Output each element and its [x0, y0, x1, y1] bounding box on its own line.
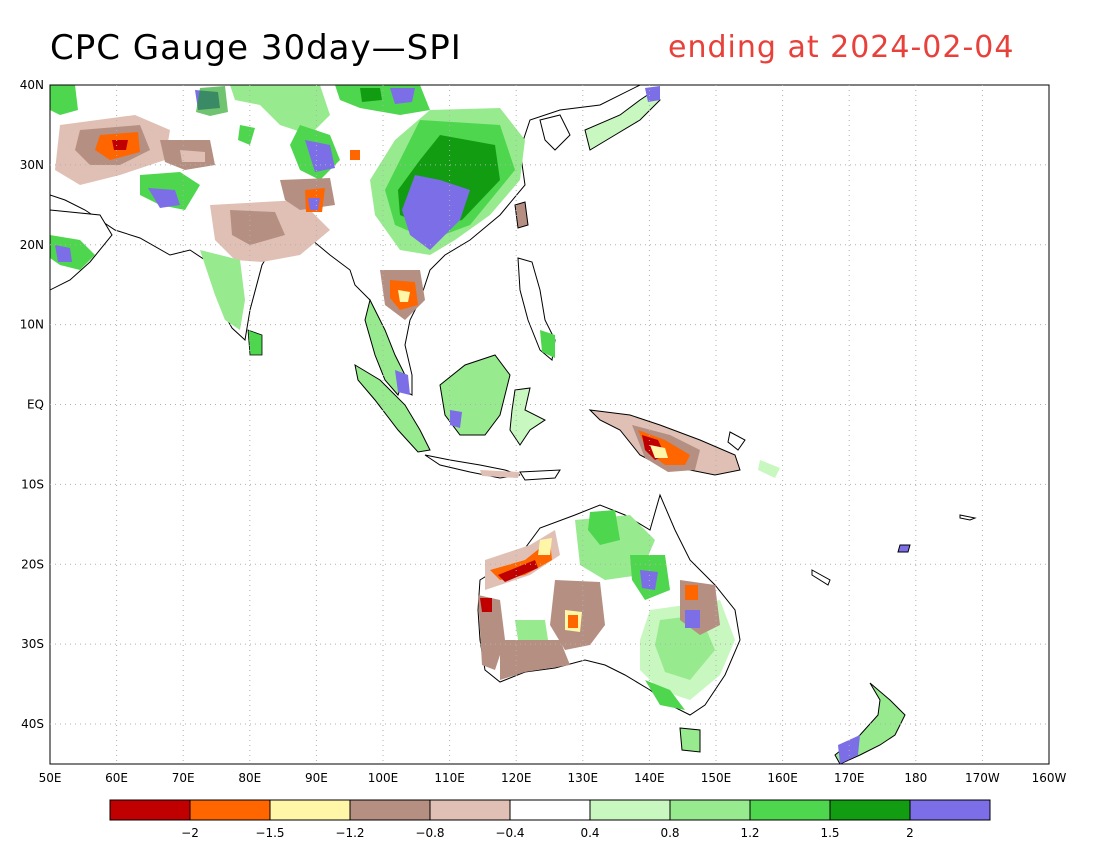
lat-label: 40N [20, 78, 44, 92]
map-frame [49, 84, 1050, 765]
landmass-new-guinea [588, 409, 780, 478]
longitude-labels: 50E 60E 70E 80E 90E 100E 110E 120E 130E 140E 150E 1… [39, 771, 1067, 785]
lon-label: 100E [368, 771, 399, 785]
lon-label: 70E [172, 771, 195, 785]
lon-label: 160E [767, 771, 798, 785]
lon-label: 170E [834, 771, 865, 785]
legend-label: 2 [906, 826, 914, 840]
legend-swatch [589, 799, 671, 821]
lat-label: 10S [21, 477, 44, 491]
lon-label: 130E [568, 771, 599, 785]
legend-swatch [829, 799, 911, 821]
color-legend: −2 −1.5 −1.2 −0.8 −0.4 0.4 0.8 1.2 1.5 2 [109, 799, 991, 840]
legend-swatch [509, 799, 591, 821]
lon-label: 160W [1032, 771, 1067, 785]
lat-label: 30N [20, 158, 44, 172]
landmass-new-zealand [811, 514, 977, 764]
lat-label: 20S [21, 557, 44, 571]
legend-label: −2 [181, 826, 199, 840]
lon-label: 60E [105, 771, 128, 785]
legend-label: 1.2 [740, 826, 759, 840]
legend-swatch [909, 799, 991, 821]
landmass-australia [477, 493, 741, 753]
legend-swatch [429, 799, 511, 821]
latitude-labels: 40N 30N 20N 10N EQ 10S 20S 30S 40S [20, 78, 44, 731]
lon-label: 80E [238, 771, 261, 785]
lon-label: 90E [305, 771, 328, 785]
map-content [50, 85, 977, 764]
map-title: CPC Gauge 30day—SPI [50, 28, 462, 68]
legend-label: −0.4 [495, 826, 524, 840]
legend-label: 1.5 [820, 826, 839, 840]
lon-label: 140E [634, 771, 665, 785]
landmass-maritime [424, 354, 561, 481]
legend-label: 0.8 [660, 826, 679, 840]
lon-label: 180 [904, 771, 927, 785]
legend-label: −1.2 [335, 826, 364, 840]
legend-swatch [109, 799, 191, 821]
lat-label: 10N [20, 318, 44, 332]
legend-swatch [269, 799, 351, 821]
lat-label: EQ [27, 398, 44, 412]
lat-label: 40S [21, 717, 44, 731]
lon-label: 50E [39, 771, 62, 785]
legend-label: 0.4 [580, 826, 599, 840]
lon-label: 150E [701, 771, 732, 785]
legend-label: −0.8 [415, 826, 444, 840]
lon-label: 110E [434, 771, 465, 785]
landmass-islands-north [514, 86, 661, 361]
legend-swatch [189, 799, 271, 821]
lat-label: 30S [21, 637, 44, 651]
graticule [50, 85, 1049, 764]
lon-label: 120E [501, 771, 532, 785]
legend-swatch [749, 799, 831, 821]
legend-swatch [669, 799, 751, 821]
lon-label: 170W [965, 771, 1000, 785]
lat-label: 20N [20, 238, 44, 252]
legend-swatch [349, 799, 431, 821]
landmass-asia [50, 85, 641, 453]
map-subtitle: ending at 2024-02-04 [668, 30, 1015, 65]
legend-label: −1.5 [255, 826, 284, 840]
